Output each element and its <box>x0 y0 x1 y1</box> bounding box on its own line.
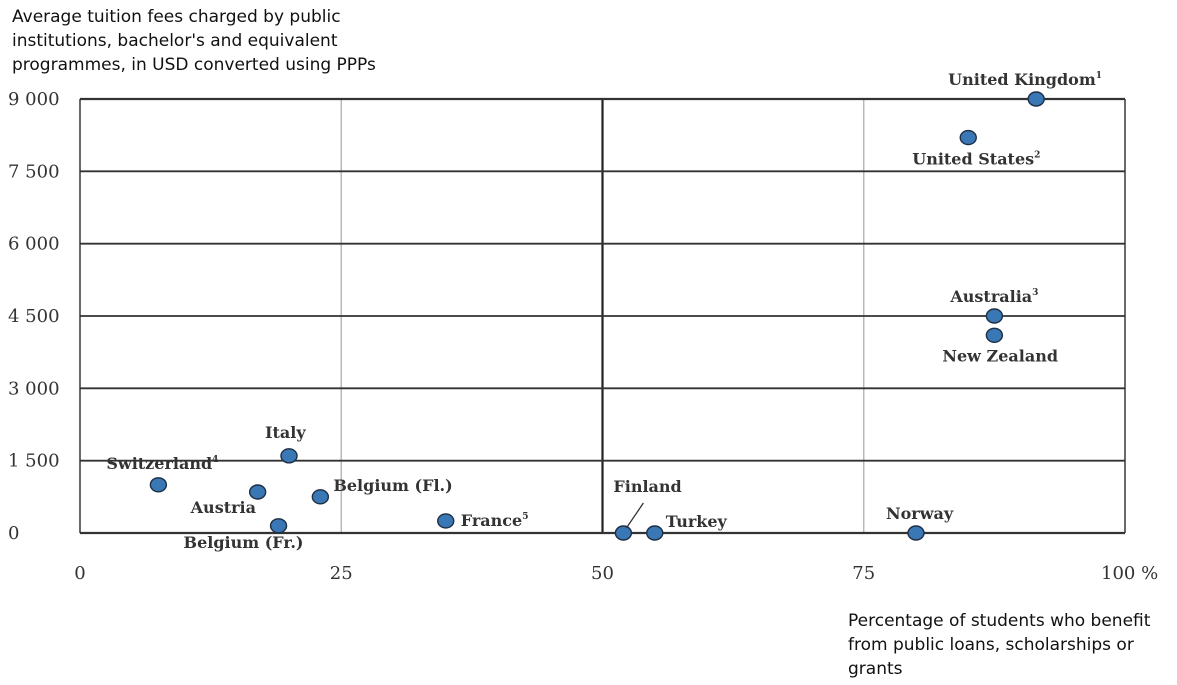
data-point <box>907 525 925 541</box>
point-label: United Kingdom1 <box>948 70 1102 89</box>
data-point <box>248 484 267 500</box>
y-tick-label: 1 500 <box>8 451 60 472</box>
y-tick-label: 4 500 <box>8 306 60 327</box>
data-point <box>280 448 298 464</box>
data-point <box>985 308 1004 324</box>
point-label: Belgium (Fl.) <box>333 476 452 495</box>
x-axis-label: Percentage of students who benefit from … <box>848 611 1151 679</box>
data-points <box>149 91 1045 541</box>
data-point <box>269 518 288 534</box>
y-tick-label: 6 000 <box>8 234 60 255</box>
point-labels: United Kingdom1 United States2 Australia3 N… <box>106 70 1102 552</box>
point-label: France5 <box>461 511 529 530</box>
point-label: Austria <box>190 498 256 517</box>
point-label: New Zealand <box>942 346 1058 365</box>
y-tick-label: 7 500 <box>8 161 60 182</box>
data-point <box>646 525 664 541</box>
point-label: Australia3 <box>949 287 1038 306</box>
data-point <box>1027 91 1045 107</box>
point-label: Finland <box>613 477 681 496</box>
leader-line <box>625 502 644 529</box>
x-tick-label: 0 <box>74 563 85 584</box>
point-label: Turkey <box>666 512 728 531</box>
y-tick-label: 3 000 <box>8 378 60 399</box>
x-tick-label: 75 <box>852 563 875 584</box>
footnote-marker: 3 <box>1032 288 1038 298</box>
y-tick-label: 9 000 <box>8 89 60 110</box>
x-tick-label: 50 <box>591 563 614 584</box>
point-label: Italy <box>265 423 306 442</box>
grid-lines <box>79 97 1126 535</box>
x-tick-label: 25 <box>330 563 353 584</box>
point-label: Norway <box>886 504 954 523</box>
data-point <box>959 129 977 146</box>
point-label: United States2 <box>912 150 1040 169</box>
point-label: Switzerland4 <box>106 454 218 473</box>
footnote-marker: 2 <box>1034 151 1040 161</box>
y-tick-label: 0 <box>8 523 19 544</box>
footnote-marker: 1 <box>1096 71 1102 81</box>
footnote-marker: 5 <box>522 512 528 522</box>
point-label: Belgium (Fr.) <box>184 533 304 552</box>
footnote-marker: 4 <box>212 455 218 465</box>
chart-title: Average tuition fees charged by public i… <box>12 7 376 75</box>
data-point <box>614 525 633 541</box>
data-point <box>437 513 455 529</box>
data-point <box>311 489 330 505</box>
x-tick-label: 100 % <box>1101 563 1158 584</box>
data-point <box>149 477 168 493</box>
data-point <box>985 327 1004 343</box>
